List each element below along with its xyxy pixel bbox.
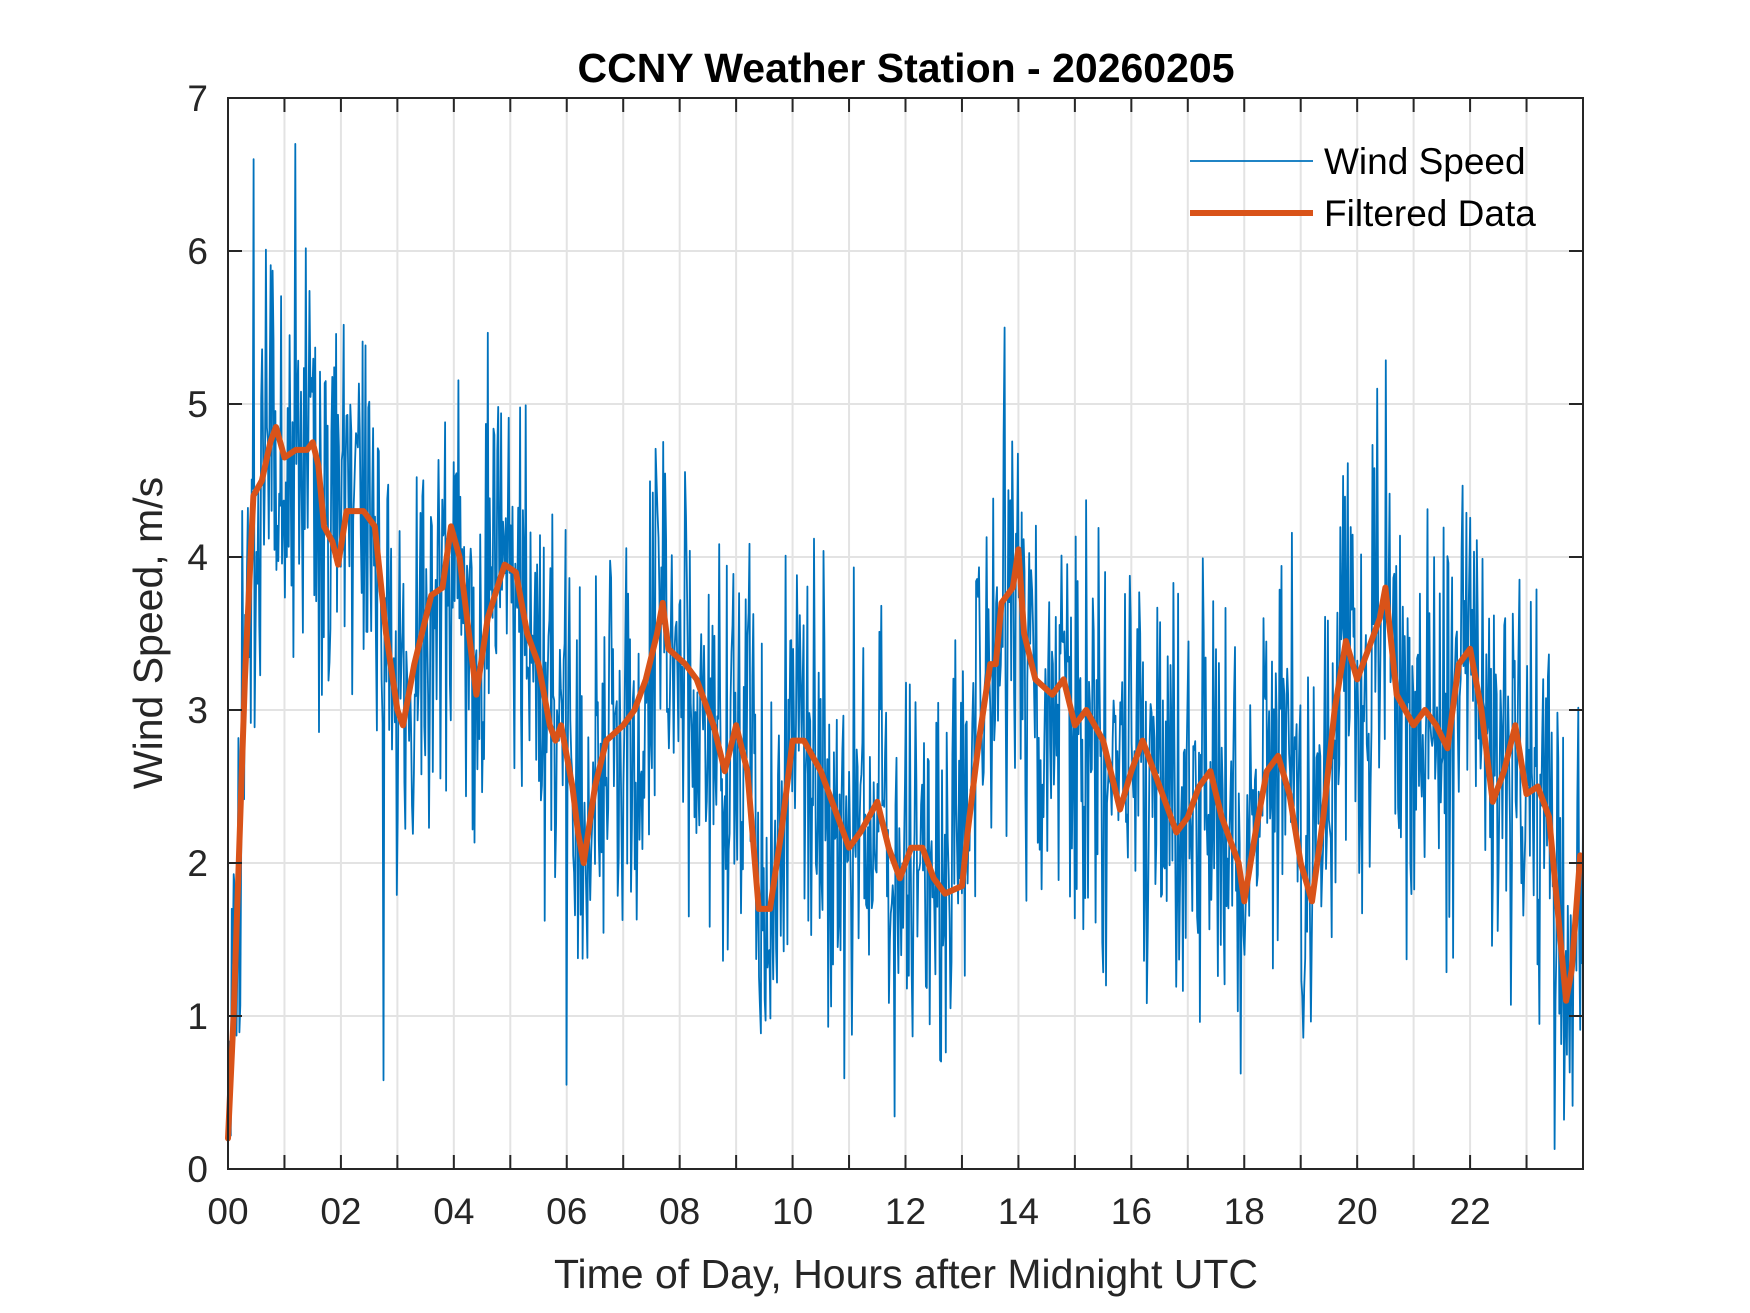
x-tick-label: 22 — [1450, 1191, 1491, 1232]
y-tick-label: 6 — [187, 231, 208, 272]
legend-label-wind-speed: Wind Speed — [1324, 141, 1526, 182]
y-tick-label: 7 — [187, 78, 208, 119]
y-tick-label: 3 — [187, 690, 208, 731]
x-tick-label: 06 — [546, 1191, 587, 1232]
y-tick-label: 2 — [187, 843, 208, 884]
x-tick-labels: 00 02 04 06 08 10 12 14 16 18 20 22 — [207, 1191, 1490, 1232]
x-tick-label: 14 — [998, 1191, 1039, 1232]
wind-speed-series — [227, 143, 1584, 1150]
x-tick-label: 12 — [885, 1191, 926, 1232]
y-tick-label: 1 — [187, 996, 208, 1037]
y-tick-label: 5 — [187, 384, 208, 425]
y-tick-label: 0 — [187, 1149, 208, 1190]
y-tick-labels: 0 1 2 3 4 5 6 7 — [187, 78, 208, 1190]
axis-ticks — [228, 97, 1583, 1170]
y-tick-label: 4 — [187, 537, 208, 578]
wind-speed-line — [227, 143, 1584, 1150]
filtered-data-series — [225, 424, 1584, 1142]
legend-label-filtered-data: Filtered Data — [1324, 193, 1536, 234]
x-tick-label: 08 — [659, 1191, 700, 1232]
chart-title: CCNY Weather Station - 20260205 — [577, 45, 1234, 91]
x-tick-label: 16 — [1111, 1191, 1152, 1232]
y-axis-label: Wind Speed, m/s — [125, 477, 171, 789]
x-tick-label: 10 — [772, 1191, 813, 1232]
x-tick-label: 02 — [320, 1191, 361, 1232]
legend: Wind Speed Filtered Data — [1190, 141, 1536, 234]
x-tick-label: 00 — [207, 1191, 248, 1232]
x-tick-label: 18 — [1224, 1191, 1265, 1232]
filtered-data-line — [225, 424, 1584, 1142]
x-tick-label: 20 — [1337, 1191, 1378, 1232]
x-tick-label: 04 — [433, 1191, 474, 1232]
x-axis-label: Time of Day, Hours after Midnight UTC — [554, 1251, 1258, 1297]
